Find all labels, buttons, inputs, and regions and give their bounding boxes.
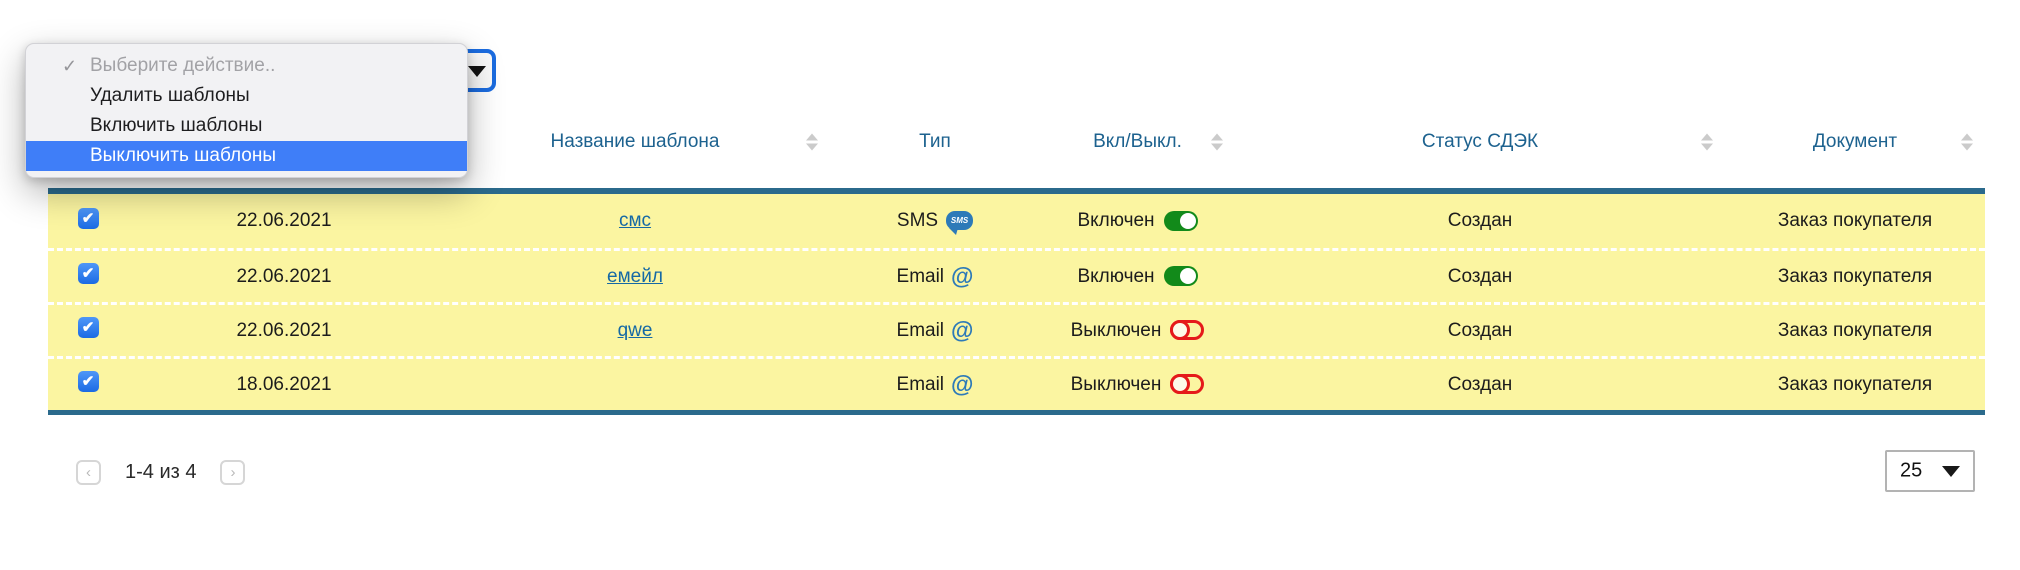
toggle-on-icon[interactable] (1163, 266, 1198, 287)
template-name-link[interactable]: qwe (617, 319, 653, 341)
cell-date: 18.06.2021 (236, 373, 332, 395)
checkmark-icon: ✓ (62, 56, 78, 76)
sort-icon[interactable] (1961, 133, 1973, 151)
menu-item-label: Выключить шаблоны (90, 145, 277, 166)
header-label: Статус СДЭК (1421, 131, 1539, 152)
menu-item-disable-templates[interactable]: Выключить шаблоны (26, 141, 467, 171)
next-page-button[interactable]: › (220, 460, 246, 485)
email-at-icon: @ (951, 263, 974, 289)
header-type: Тип (830, 131, 1040, 153)
table-row: 22.06.2021 емейл Email@ Включен Создан З… (48, 248, 1985, 302)
cell-document: Заказ покупателя (1777, 265, 1933, 287)
table-header-row: Название шаблона Тип Вкл/Выкл. Статус СД… (48, 96, 1985, 188)
email-at-icon: @ (951, 371, 974, 397)
chevron-down-icon (1942, 466, 1960, 477)
pagination-range-label: 1-4 из 4 (125, 461, 197, 483)
page-size-select[interactable]: 25 (1885, 450, 1975, 492)
cell-state: Включен (1040, 210, 1235, 232)
menu-item-delete-templates[interactable]: Удалить шаблоны (26, 81, 467, 111)
row-checkbox[interactable] (77, 207, 99, 229)
header-label: Тип (919, 131, 951, 152)
cell-date: 22.06.2021 (236, 265, 332, 287)
row-checkbox[interactable] (77, 371, 99, 392)
menu-item-enable-templates[interactable]: Включить шаблоны (26, 111, 467, 141)
row-checkbox[interactable] (77, 263, 99, 284)
template-name-link[interactable]: смс (618, 210, 652, 231)
header-label: Название шаблона (550, 131, 720, 152)
menu-item-label: Удалить шаблоны (90, 85, 250, 106)
sort-icon[interactable] (1211, 133, 1223, 151)
cell-document: Заказ покупателя (1777, 319, 1933, 341)
email-at-icon: @ (951, 317, 974, 343)
header-label: Документ (1812, 131, 1898, 152)
prev-page-button[interactable]: ‹ (76, 460, 101, 485)
header-label: Вкл/Выкл. (1093, 131, 1182, 152)
templates-table: Название шаблона Тип Вкл/Выкл. Статус СД… (48, 96, 1985, 415)
toggle-off-icon[interactable] (1170, 374, 1205, 395)
table-row: 22.06.2021 qwe Email@ Выключен Создан За… (48, 302, 1985, 356)
cell-date: 22.06.2021 (236, 319, 332, 341)
toggle-on-icon[interactable] (1163, 210, 1198, 231)
cell-date: 22.06.2021 (236, 210, 332, 231)
header-template-name[interactable]: Название шаблона (440, 131, 830, 153)
cell-state: Выключен (1040, 374, 1235, 396)
sort-icon[interactable] (1701, 133, 1713, 151)
cell-document: Заказ покупателя (1777, 210, 1933, 231)
header-on-off[interactable]: Вкл/Выкл. (1040, 131, 1235, 153)
cell-type: Email @ (896, 371, 974, 397)
cell-type: SMS SMS (830, 210, 1040, 236)
cell-status: Создан (1447, 210, 1513, 231)
toggle-off-icon[interactable] (1170, 320, 1205, 341)
template-name-link[interactable]: емейл (607, 265, 663, 287)
cell-status: Создан (1447, 373, 1513, 395)
cell-status: Создан (1447, 319, 1513, 341)
header-document[interactable]: Документ (1725, 131, 1985, 153)
cell-state: Включен (1040, 266, 1235, 288)
action-dropdown-menu: ✓ Выберите действие.. Удалить шаблоны Вк… (25, 43, 468, 178)
cell-state: Выключен (1040, 320, 1235, 342)
cell-type: Email @ (896, 317, 974, 343)
sort-icon[interactable] (806, 133, 818, 151)
table-row: 18.06.2021 Email@ Выключен Создан Заказ … (48, 356, 1985, 410)
cell-document: Заказ покупателя (1777, 373, 1933, 395)
cell-status: Создан (1447, 265, 1513, 287)
menu-item-label: Включить шаблоны (90, 115, 263, 136)
row-checkbox[interactable] (77, 317, 99, 338)
chevron-down-icon (468, 65, 486, 77)
page-size-value: 25 (1900, 459, 1923, 482)
pagination: ‹ 1-4 из 4 › (76, 460, 246, 485)
menu-item-label: Выберите действие.. (90, 55, 276, 76)
cell-type: Email @ (896, 263, 974, 289)
menu-item-choose-action[interactable]: ✓ Выберите действие.. (26, 51, 467, 81)
sms-bubble-icon: SMS (946, 211, 974, 236)
header-cdek-status[interactable]: Статус СДЭК (1235, 131, 1725, 153)
